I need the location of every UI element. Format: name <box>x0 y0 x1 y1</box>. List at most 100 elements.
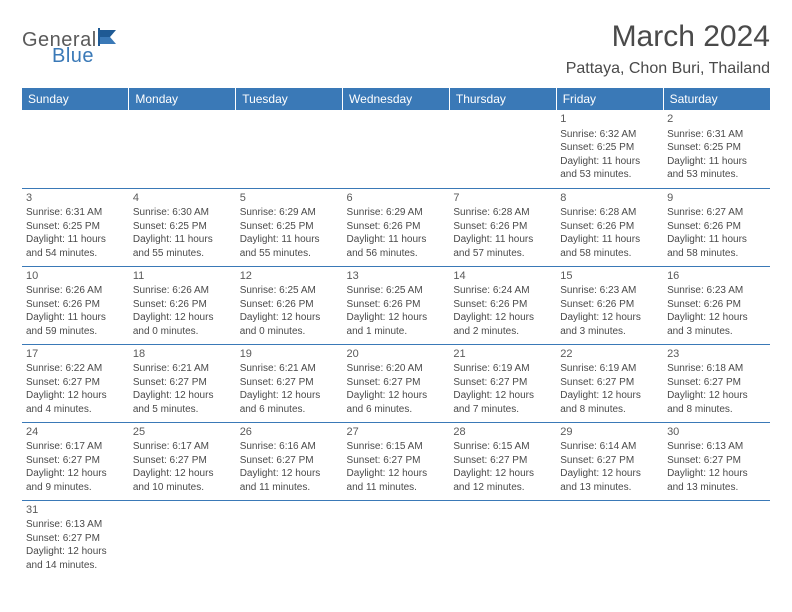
day-number: 20 <box>347 347 446 362</box>
calendar-table: Sunday Monday Tuesday Wednesday Thursday… <box>22 88 770 578</box>
daylight-text: Daylight: 12 hours <box>347 389 446 403</box>
calendar-cell: 11Sunrise: 6:26 AMSunset: 6:26 PMDayligh… <box>129 266 236 344</box>
sunrise-text: Sunrise: 6:21 AM <box>133 362 232 376</box>
sunset-text: Sunset: 6:26 PM <box>453 220 552 234</box>
day-number: 29 <box>560 425 659 440</box>
daylight-text: Daylight: 11 hours <box>453 233 552 247</box>
daylight-text: and 10 minutes. <box>133 481 232 495</box>
sunset-text: Sunset: 6:27 PM <box>347 376 446 390</box>
sunset-text: Sunset: 6:27 PM <box>26 454 125 468</box>
calendar-cell: 14Sunrise: 6:24 AMSunset: 6:26 PMDayligh… <box>449 266 556 344</box>
sunset-text: Sunset: 6:26 PM <box>240 298 339 312</box>
daylight-text: Daylight: 12 hours <box>133 389 232 403</box>
day-number: 18 <box>133 347 232 362</box>
title-block: March 2024 Pattaya, Chon Buri, Thailand <box>566 20 770 78</box>
daylight-text: and 8 minutes. <box>560 403 659 417</box>
sunrise-text: Sunrise: 6:22 AM <box>26 362 125 376</box>
daylight-text: and 2 minutes. <box>453 325 552 339</box>
logo-text-blue: Blue <box>52 46 121 66</box>
day-number: 4 <box>133 191 232 206</box>
daylight-text: and 14 minutes. <box>26 559 125 573</box>
sunset-text: Sunset: 6:27 PM <box>667 376 766 390</box>
daylight-text: and 53 minutes. <box>667 168 766 182</box>
sunrise-text: Sunrise: 6:29 AM <box>347 206 446 220</box>
day-number: 2 <box>667 112 766 127</box>
calendar-cell <box>236 500 343 578</box>
calendar-row: 10Sunrise: 6:26 AMSunset: 6:26 PMDayligh… <box>22 266 770 344</box>
calendar-cell: 15Sunrise: 6:23 AMSunset: 6:26 PMDayligh… <box>556 266 663 344</box>
calendar-row: 1Sunrise: 6:32 AMSunset: 6:25 PMDaylight… <box>22 110 770 188</box>
sunset-text: Sunset: 6:26 PM <box>347 220 446 234</box>
dayname-row: Sunday Monday Tuesday Wednesday Thursday… <box>22 88 770 110</box>
calendar-cell: 22Sunrise: 6:19 AMSunset: 6:27 PMDayligh… <box>556 344 663 422</box>
sunset-text: Sunset: 6:26 PM <box>347 298 446 312</box>
daylight-text: Daylight: 12 hours <box>667 389 766 403</box>
daylight-text: Daylight: 12 hours <box>453 467 552 481</box>
day-number: 26 <box>240 425 339 440</box>
sunrise-text: Sunrise: 6:19 AM <box>453 362 552 376</box>
day-number: 13 <box>347 269 446 284</box>
day-number: 21 <box>453 347 552 362</box>
sunset-text: Sunset: 6:27 PM <box>133 376 232 390</box>
day-number: 27 <box>347 425 446 440</box>
sunset-text: Sunset: 6:27 PM <box>560 376 659 390</box>
day-number: 16 <box>667 269 766 284</box>
day-number: 24 <box>26 425 125 440</box>
sunset-text: Sunset: 6:27 PM <box>453 454 552 468</box>
sunrise-text: Sunrise: 6:26 AM <box>26 284 125 298</box>
dayname-thursday: Thursday <box>449 88 556 110</box>
sunset-text: Sunset: 6:25 PM <box>560 141 659 155</box>
location-text: Pattaya, Chon Buri, Thailand <box>566 60 770 78</box>
daylight-text: and 7 minutes. <box>453 403 552 417</box>
day-number: 25 <box>133 425 232 440</box>
sunset-text: Sunset: 6:27 PM <box>26 376 125 390</box>
daylight-text: Daylight: 12 hours <box>560 389 659 403</box>
day-number: 19 <box>240 347 339 362</box>
dayname-saturday: Saturday <box>663 88 770 110</box>
sunrise-text: Sunrise: 6:28 AM <box>453 206 552 220</box>
daylight-text: Daylight: 11 hours <box>240 233 339 247</box>
calendar-row: 17Sunrise: 6:22 AMSunset: 6:27 PMDayligh… <box>22 344 770 422</box>
calendar-cell: 31Sunrise: 6:13 AMSunset: 6:27 PMDayligh… <box>22 500 129 578</box>
daylight-text: and 4 minutes. <box>26 403 125 417</box>
sunrise-text: Sunrise: 6:13 AM <box>26 518 125 532</box>
day-number: 7 <box>453 191 552 206</box>
daylight-text: Daylight: 11 hours <box>347 233 446 247</box>
calendar-cell <box>556 500 663 578</box>
day-number: 12 <box>240 269 339 284</box>
calendar-cell: 6Sunrise: 6:29 AMSunset: 6:26 PMDaylight… <box>343 188 450 266</box>
sunset-text: Sunset: 6:26 PM <box>667 220 766 234</box>
calendar-cell: 24Sunrise: 6:17 AMSunset: 6:27 PMDayligh… <box>22 422 129 500</box>
daylight-text: and 55 minutes. <box>240 247 339 261</box>
sunset-text: Sunset: 6:26 PM <box>560 220 659 234</box>
daylight-text: and 8 minutes. <box>667 403 766 417</box>
calendar-cell: 17Sunrise: 6:22 AMSunset: 6:27 PMDayligh… <box>22 344 129 422</box>
day-number: 10 <box>26 269 125 284</box>
sunrise-text: Sunrise: 6:25 AM <box>240 284 339 298</box>
daylight-text: and 59 minutes. <box>26 325 125 339</box>
day-number: 17 <box>26 347 125 362</box>
daylight-text: and 11 minutes. <box>347 481 446 495</box>
sunset-text: Sunset: 6:25 PM <box>240 220 339 234</box>
sunrise-text: Sunrise: 6:26 AM <box>133 284 232 298</box>
calendar-row: 24Sunrise: 6:17 AMSunset: 6:27 PMDayligh… <box>22 422 770 500</box>
daylight-text: Daylight: 11 hours <box>560 155 659 169</box>
sunrise-text: Sunrise: 6:31 AM <box>26 206 125 220</box>
calendar-cell: 7Sunrise: 6:28 AMSunset: 6:26 PMDaylight… <box>449 188 556 266</box>
sunset-text: Sunset: 6:27 PM <box>133 454 232 468</box>
daylight-text: Daylight: 12 hours <box>240 311 339 325</box>
calendar-cell: 23Sunrise: 6:18 AMSunset: 6:27 PMDayligh… <box>663 344 770 422</box>
day-number: 31 <box>26 503 125 518</box>
calendar-cell: 26Sunrise: 6:16 AMSunset: 6:27 PMDayligh… <box>236 422 343 500</box>
day-number: 5 <box>240 191 339 206</box>
sunrise-text: Sunrise: 6:25 AM <box>347 284 446 298</box>
dayname-tuesday: Tuesday <box>236 88 343 110</box>
dayname-wednesday: Wednesday <box>343 88 450 110</box>
daylight-text: and 3 minutes. <box>667 325 766 339</box>
sunset-text: Sunset: 6:26 PM <box>26 298 125 312</box>
sunrise-text: Sunrise: 6:13 AM <box>667 440 766 454</box>
daylight-text: and 9 minutes. <box>26 481 125 495</box>
day-number: 22 <box>560 347 659 362</box>
daylight-text: and 55 minutes. <box>133 247 232 261</box>
daylight-text: and 5 minutes. <box>133 403 232 417</box>
